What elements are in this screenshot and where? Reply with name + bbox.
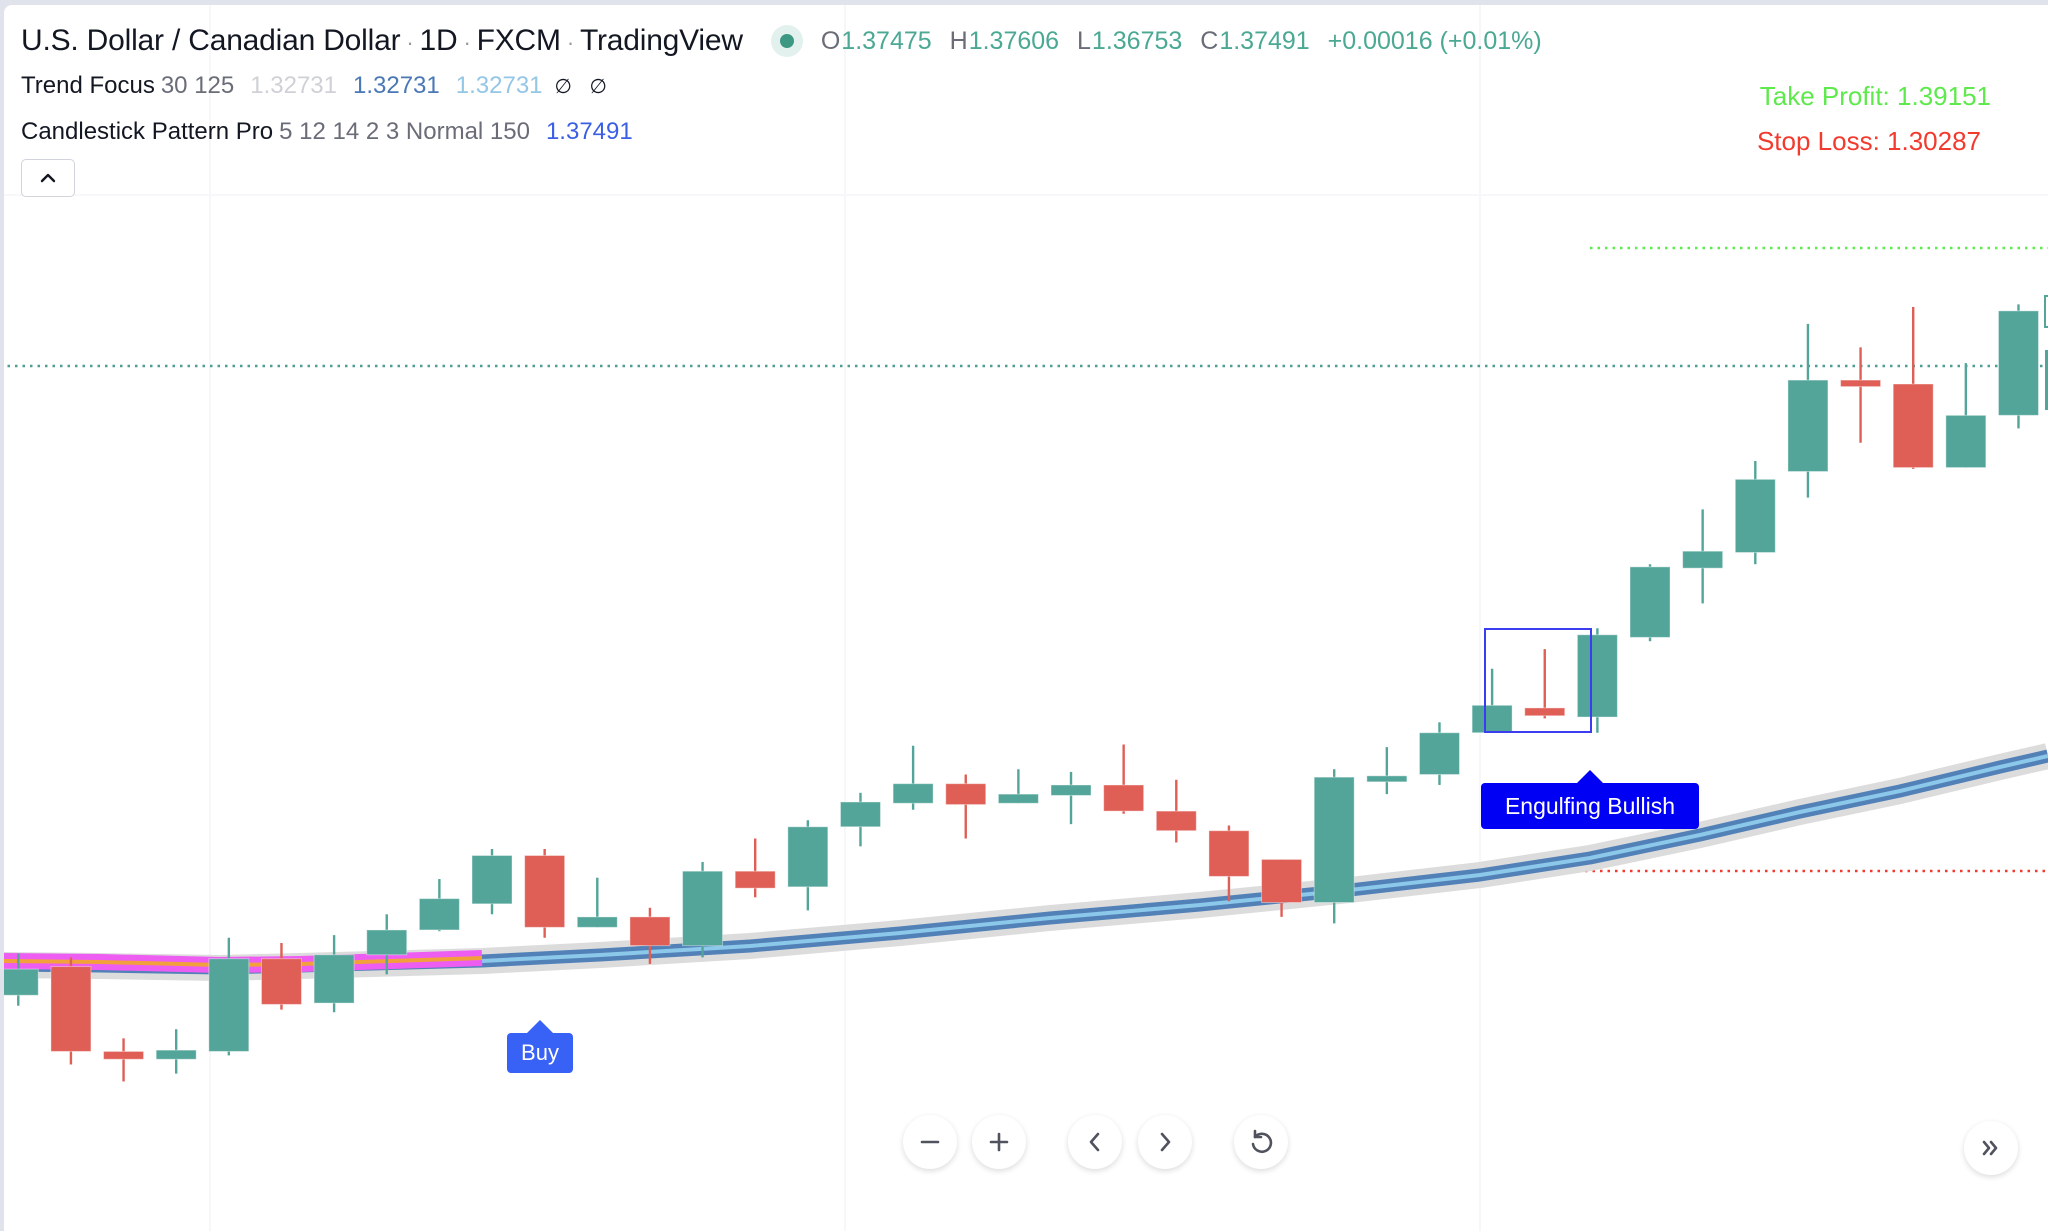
candle-body (1576, 634, 1618, 718)
symbol-name: U.S. Dollar / Canadian Dollar (21, 24, 401, 57)
indicator-value: 1.32731 (250, 72, 337, 99)
chart-panel[interactable]: U.S. Dollar / Canadian Dollar · 1D · FXCM · Tr… (4, 5, 2048, 1231)
candle-body (892, 783, 934, 804)
close-value: 1.37491 (1219, 26, 1310, 55)
scroll-right-button[interactable] (1138, 1115, 1192, 1169)
chevron-up-icon (40, 173, 56, 183)
candle-body (471, 855, 513, 905)
candle-body (418, 898, 460, 931)
high-value: 1.37606 (968, 26, 1060, 55)
source-label: TradingView (579, 24, 743, 57)
market-open-status-icon[interactable] (770, 25, 803, 57)
indicator-candlestick-pattern-pro[interactable]: Candlestick Pattern Pro 5 12 14 2 3 Norm… (21, 109, 1542, 155)
symbol-header: U.S. Dollar / Canadian Dollar · 1D · FXCM · Tr… (21, 19, 1542, 63)
engulfing-bullish-label: Engulfing Bullish (1481, 770, 1699, 829)
ohlc-values: O1.37475 H1.37606 L1.36753 C1.37491 +0.0… (820, 26, 1542, 55)
candle-body (629, 916, 671, 947)
indicator-params: 5 12 14 2 3 Normal 150 (279, 118, 530, 145)
indicator-value: 1.32731 (455, 72, 543, 99)
candle-body (1945, 414, 1987, 469)
zoom-out-button[interactable] (903, 1115, 957, 1169)
candle-body (1787, 379, 1829, 473)
candle-body (524, 855, 566, 928)
trend-shadow (4, 743, 2048, 981)
symbol-title[interactable]: U.S. Dollar / Canadian Dollar · 1D · FXCM · Tr… (21, 24, 743, 57)
trend-line (4, 754, 2048, 970)
stop-loss-label: Stop Loss: 1.30287 (1756, 126, 1981, 156)
candle-body (1418, 732, 1460, 776)
candle-body (2045, 350, 2048, 410)
candle-body (50, 966, 92, 1052)
indicator-params: 30 125 (160, 72, 235, 99)
buy-signal-label: Buy (507, 1020, 573, 1073)
open-value: 1.37475 (841, 26, 932, 55)
candle-body (1155, 810, 1197, 832)
candle-body (576, 916, 618, 928)
chevron-left-icon (1089, 1132, 1100, 1152)
candle-body (1366, 775, 1408, 783)
candle-body (945, 783, 987, 806)
candle-body (1997, 310, 2039, 416)
reset-chart-button[interactable] (1234, 1115, 1288, 1169)
low-value: 1.36753 (1091, 26, 1183, 55)
candle-body (1471, 704, 1513, 734)
scroll-to-realtime-button[interactable] (1964, 1121, 2018, 1175)
trend-band (4, 749, 2048, 975)
candle-body (313, 954, 355, 1004)
candle-body (366, 929, 408, 956)
candle-body (1682, 550, 1724, 569)
candle-body (1103, 784, 1145, 812)
candle-body (103, 1050, 145, 1060)
change-value: +0.00016 (+0.01%) (1327, 26, 1542, 55)
candle-body (260, 958, 302, 1005)
candle-body (1313, 776, 1355, 904)
reset-icon (1251, 1129, 1273, 1154)
candle-body (734, 870, 776, 889)
empty-value-icon: ∅ ∅ (554, 75, 613, 98)
indicator-value: 1.32731 (353, 72, 440, 99)
pattern-highlight-box (1484, 628, 1592, 733)
collapse-legend-button[interactable] (21, 159, 75, 197)
indicator-name: Trend Focus (21, 72, 155, 99)
candle-body (1050, 784, 1092, 796)
candle-body (1734, 478, 1776, 553)
candle-body (1840, 379, 1882, 388)
plus-icon (989, 1132, 1009, 1152)
chevron-right-icon (1160, 1132, 1171, 1152)
scroll-left-button[interactable] (1068, 1115, 1122, 1169)
candle-body (682, 870, 724, 947)
candle-body (1892, 383, 1934, 469)
candle-body (208, 958, 250, 1052)
indicator-value: 1.37491 (545, 118, 633, 145)
candle-body (1208, 830, 1250, 877)
candle-body (1629, 566, 1671, 638)
zoom-in-button[interactable] (972, 1115, 1026, 1169)
candle-body (997, 793, 1039, 804)
indicator-trend-focus[interactable]: Trend Focus 30 125 1.32731 1.32731 1.327… (21, 63, 1542, 109)
chart-legend: U.S. Dollar / Canadian Dollar · 1D · FXCM · Tr… (21, 19, 1542, 197)
double-chevron-right-icon (1982, 1140, 1998, 1156)
price-chart-canvas[interactable] (4, 5, 2048, 1231)
exchange-label: FXCM (476, 24, 561, 57)
take-profit-label: Take Profit: 1.39151 (1759, 81, 1991, 111)
candle-body (1261, 858, 1303, 904)
minus-icon (920, 1140, 940, 1144)
candle-body (2044, 295, 2048, 328)
candle-body (1524, 707, 1566, 717)
candle-body (839, 801, 881, 828)
candle-body (4, 968, 39, 996)
interval-label: 1D (419, 24, 458, 57)
candle-body (155, 1049, 197, 1060)
indicator-name: Candlestick Pattern Pro (21, 118, 274, 145)
candle-body (787, 826, 829, 888)
